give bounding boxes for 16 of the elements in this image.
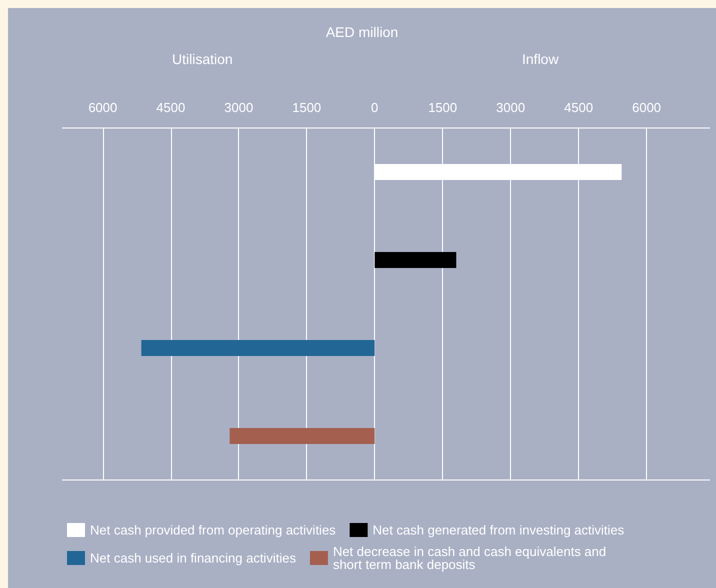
text: Utilisation <box>172 51 233 67</box>
legend-label: Net cash generated from investing activities <box>372 522 625 538</box>
x-tick-label: 4500 <box>156 100 186 115</box>
x-tick-label: 1500 <box>292 100 322 115</box>
x-tick-label: 0 <box>371 100 378 115</box>
x-tick-label: 6000 <box>88 100 118 115</box>
legend-label: Net cash provided from operating activities <box>90 522 336 538</box>
x-tick-label: 1500 <box>428 100 458 115</box>
x-tick-label: 3000 <box>496 100 526 115</box>
x-tick-label: 4500 <box>564 100 594 115</box>
x-tick-label: 6000 <box>632 100 662 115</box>
legend-label: Net cash used in financing activities <box>90 550 296 566</box>
legend-label: Net decrease in cash and cash equivalents and short term bank deposits <box>332 544 610 572</box>
x-tick-label: 3000 <box>224 100 254 115</box>
chart-title: AED million <box>326 24 398 40</box>
text: Inflow <box>522 51 560 67</box>
